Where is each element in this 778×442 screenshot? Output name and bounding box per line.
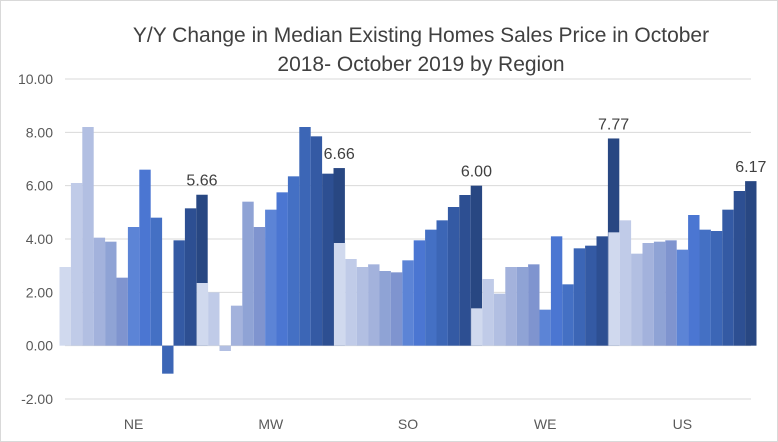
bar [447,207,460,346]
bar [470,185,483,346]
bar [665,240,677,346]
bar [676,249,689,346]
bar [699,229,711,346]
bar [196,283,209,346]
bar [322,173,334,346]
data-label: 6.17 [735,159,766,176]
x-category-label: MW [258,416,284,432]
chart-title: Y/Y Change in Median Existing Homes Sale… [1,21,777,79]
bar [287,176,300,346]
bar [162,345,174,374]
bar [356,267,369,346]
bar [550,236,563,346]
bar [276,192,288,346]
bar [379,271,391,346]
chart-title-line-1: Y/Y Change in Median Existing Homes Sale… [132,24,710,47]
bar [528,264,540,346]
bar [573,248,586,346]
bar [631,253,643,346]
y-tick-label: -2.00 [21,391,53,407]
bar [733,191,746,346]
bar [459,195,471,346]
bar [505,267,517,346]
bar [653,241,666,346]
bar [253,227,266,346]
bar [722,209,734,346]
y-tick-label: 4.00 [26,231,53,247]
x-category-label: WE [534,416,557,432]
bar [436,220,448,346]
bar [402,260,414,346]
bar [59,267,71,346]
bar [184,208,197,346]
bar [390,272,403,346]
data-label: 7.77 [598,116,629,133]
bar [596,236,608,346]
bar [493,293,506,346]
bar [333,243,346,346]
bar [93,237,106,346]
bar [219,345,231,351]
bar [208,292,220,346]
y-tick-label: 2.00 [26,284,53,300]
y-tick-label: 8.00 [26,124,53,140]
bar [642,243,654,346]
bar [482,279,494,346]
bar [688,215,700,346]
bar [82,127,94,346]
data-label: 6.00 [461,164,492,181]
bar [710,231,723,346]
data-label: 5.66 [186,173,217,190]
bar [139,169,151,346]
bar [619,220,632,346]
bar [105,241,117,346]
bar [70,183,83,346]
bar [127,227,140,346]
bar [608,232,620,346]
bar [585,245,597,346]
bar [196,194,208,346]
bar [310,136,323,346]
bar [345,259,357,346]
bar [173,240,185,346]
bar [516,267,529,346]
y-tick-label: 10.00 [18,71,53,87]
data-label: 6.66 [324,146,355,163]
bar [745,181,757,346]
x-category-label: SO [398,416,418,432]
bar [116,277,128,346]
bar [265,209,277,346]
bar [539,309,551,346]
bar [299,127,311,346]
bar [230,305,243,346]
bar [413,240,426,346]
bar [368,264,380,346]
y-tick-label: 6.00 [26,178,53,194]
bar [562,284,574,346]
bar [425,229,437,346]
bar [471,308,483,346]
y-tick-label: 0.00 [26,338,53,354]
bar [242,201,254,346]
x-category-label: US [673,416,692,432]
chart-title-line-2: 2018- October 2019 by Region [277,53,565,76]
bar [150,217,163,346]
x-category-label: NE [124,416,143,432]
